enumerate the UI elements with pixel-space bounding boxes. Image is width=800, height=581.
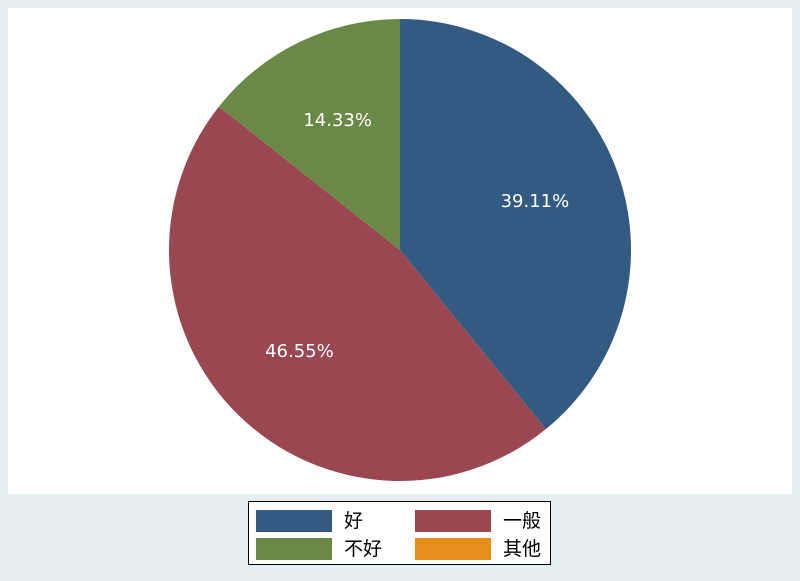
pie-slice-good bbox=[400, 19, 631, 430]
pie-slice-labels: 39.11% 46.55% 14.33% bbox=[265, 110, 569, 362]
slice-label-good: 39.11% bbox=[501, 191, 570, 212]
legend-label-other: 其他 bbox=[503, 538, 542, 560]
legend-label-good: 好 bbox=[344, 510, 364, 532]
slice-label-average: 46.55% bbox=[265, 341, 334, 362]
legend-swatch-good bbox=[256, 510, 332, 532]
legend-swatch-other bbox=[415, 538, 491, 560]
legend-label-average: 一般 bbox=[503, 510, 542, 532]
pie-chart: 39.11% 46.55% 14.33% bbox=[168, 19, 631, 482]
pie-slice-average bbox=[168, 106, 546, 482]
plot-area: 39.11% 46.55% 14.33% bbox=[8, 8, 792, 494]
legend-swatch-bad bbox=[256, 538, 332, 560]
legend-label-bad: 不好 bbox=[344, 538, 383, 560]
pie-slice-bad bbox=[218, 19, 400, 250]
slice-label-bad: 14.33% bbox=[303, 110, 372, 131]
pie-slices bbox=[168, 19, 631, 482]
legend: 好 一般 不好 其他 bbox=[248, 501, 551, 565]
legend-swatch-average bbox=[415, 510, 491, 532]
